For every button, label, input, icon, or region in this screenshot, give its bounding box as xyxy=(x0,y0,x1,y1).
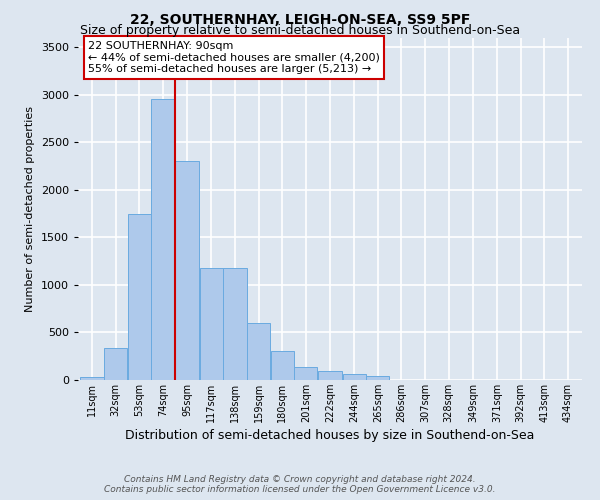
Bar xyxy=(175,161,199,380)
Text: Contains public sector information licensed under the Open Government Licence v3: Contains public sector information licen… xyxy=(104,484,496,494)
Text: 22, SOUTHERNHAY, LEIGH-ON-SEA, SS9 5PF: 22, SOUTHERNHAY, LEIGH-ON-SEA, SS9 5PF xyxy=(130,12,470,26)
Bar xyxy=(271,352,294,380)
Bar xyxy=(247,323,270,380)
Text: Size of property relative to semi-detached houses in Southend-on-Sea: Size of property relative to semi-detach… xyxy=(80,24,520,37)
Bar xyxy=(318,372,342,380)
Bar xyxy=(80,377,104,380)
Bar xyxy=(200,268,223,380)
Text: 22 SOUTHERNHAY: 90sqm
← 44% of semi-detached houses are smaller (4,200)
55% of s: 22 SOUTHERNHAY: 90sqm ← 44% of semi-deta… xyxy=(88,41,380,74)
Bar xyxy=(343,374,366,380)
Y-axis label: Number of semi-detached properties: Number of semi-detached properties xyxy=(25,106,35,312)
Bar xyxy=(294,366,317,380)
Bar xyxy=(104,348,127,380)
Bar xyxy=(223,268,247,380)
X-axis label: Distribution of semi-detached houses by size in Southend-on-Sea: Distribution of semi-detached houses by … xyxy=(125,429,535,442)
Bar xyxy=(366,376,389,380)
Bar xyxy=(151,100,175,380)
Text: Contains HM Land Registry data © Crown copyright and database right 2024.: Contains HM Land Registry data © Crown c… xyxy=(124,475,476,484)
Bar xyxy=(128,214,151,380)
